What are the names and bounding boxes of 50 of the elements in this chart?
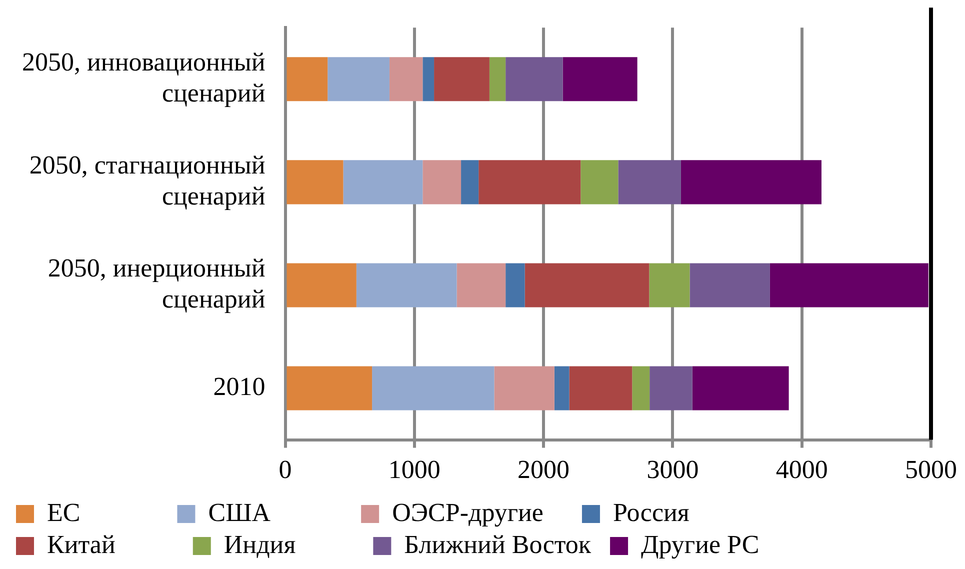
bar [328,57,390,102]
bar [562,57,638,102]
bar [494,366,554,410]
bar [650,366,692,410]
x-tick-label: 2000 [518,455,570,484]
legend-label: Другие РС [641,530,805,559]
y-tick-label: 2050, стагнационный сценарий [29,150,266,211]
legend-label: Россия [612,498,754,527]
bar [343,160,423,204]
x-tick-label: 3000 [646,455,699,484]
bar [580,160,618,204]
bar [356,263,457,308]
legend-label: ОЭСР-другие [392,498,576,527]
bar [690,263,770,308]
legend-label: Ближний Восток [404,530,604,559]
bar [649,263,690,308]
x-tick-label: 5000 [905,455,957,484]
bar [506,263,525,308]
bar [692,366,789,410]
legend-label: ЕС [47,498,172,527]
bar [286,160,344,204]
legend-label: США [208,498,356,527]
bar [286,366,372,410]
bar [434,57,490,102]
y-tick-label: 2050, инновационный сценарий [22,47,266,108]
bar [554,366,570,410]
x-tick-label: 0 [278,455,292,484]
bar [506,57,563,102]
y-tick-label: 2010 [213,372,266,402]
x-tick-label: 1000 [388,455,440,484]
bar [456,263,506,308]
legend-label: Индия [224,530,368,559]
bar [680,160,822,204]
bar [286,263,356,308]
bar [524,263,650,308]
x-tick-label: 4000 [776,455,828,484]
bar [618,160,681,204]
bar [422,160,462,204]
bar [770,263,928,308]
bar [389,57,423,102]
bar [461,160,479,204]
y-tick-label: 2050, инерционный сценарий [48,253,266,314]
bar [372,366,494,410]
bar [632,366,650,410]
bar [489,57,506,102]
bar [286,57,328,102]
legend-label: Китай [47,530,187,559]
bar [569,366,632,410]
bar [478,160,581,204]
bar [422,57,434,102]
